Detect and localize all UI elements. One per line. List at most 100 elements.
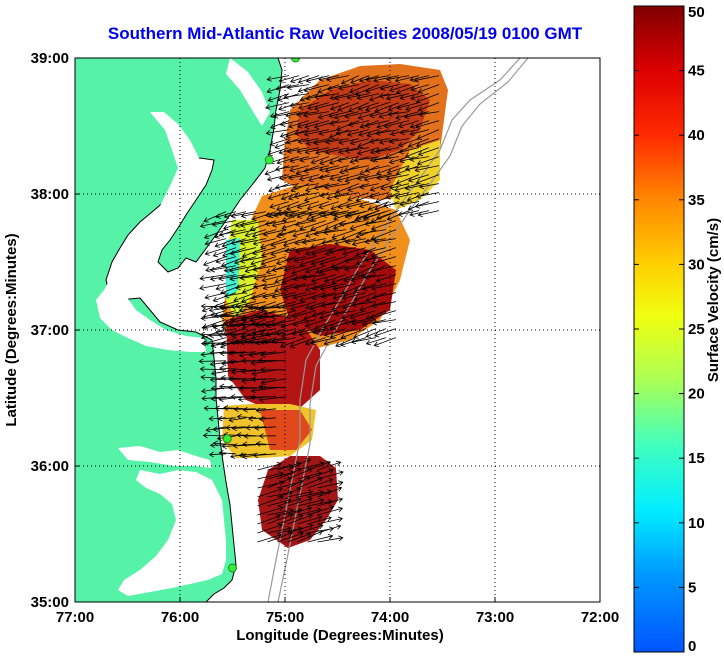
velocity-arrow — [244, 301, 267, 309]
velocity-arrow — [358, 201, 380, 209]
velocity-arrow — [362, 247, 387, 256]
velocity-arrow — [405, 165, 430, 172]
velocity-arrow — [276, 210, 300, 217]
velocity-arrow — [342, 247, 367, 256]
velocity-arrow — [403, 111, 430, 120]
velocity-arrow — [219, 365, 247, 372]
velocity-arrow — [230, 229, 257, 238]
velocity-arrow — [199, 283, 227, 291]
velocity-arrow — [229, 247, 257, 256]
velocity-arrow — [344, 174, 370, 184]
velocity-arrow — [331, 229, 357, 240]
velocity-arrow — [239, 220, 267, 228]
velocity-arrow — [244, 265, 267, 274]
colorbar-tick-label: 30 — [688, 256, 705, 273]
velocity-arrow — [358, 75, 380, 83]
velocity-arrow — [317, 460, 342, 471]
velocity-arrow — [225, 424, 247, 431]
velocity-arrow — [257, 487, 283, 498]
velocity-arrow — [267, 526, 292, 534]
velocity-arrow — [284, 256, 307, 263]
velocity-arrow — [250, 360, 277, 366]
velocity-arrow — [367, 201, 390, 211]
velocity-arrow — [326, 84, 350, 92]
velocity-arrow — [397, 210, 420, 217]
velocity-arrow — [338, 138, 360, 145]
velocity-arrow — [418, 111, 440, 117]
velocity-arrow — [399, 156, 420, 164]
velocity-arrow — [319, 156, 340, 166]
velocity-arrow — [236, 414, 257, 420]
colorbar-tick-label: 25 — [688, 321, 705, 338]
velocity-arrow — [349, 138, 370, 146]
velocity-arrow — [317, 516, 344, 525]
velocity-arrow — [310, 156, 330, 165]
velocity-arrow — [415, 120, 440, 129]
velocity-arrow — [220, 256, 247, 268]
chesapeake-bay — [96, 112, 206, 352]
velocity-arrow — [303, 192, 330, 203]
velocity-arrow — [297, 476, 323, 489]
velocity-arrow — [285, 138, 310, 145]
velocity-arrow — [407, 174, 430, 183]
velocity-arrow — [362, 211, 387, 221]
colorbar-tick-label: 5 — [688, 579, 696, 596]
velocity-arrow — [332, 283, 357, 292]
colorbar — [633, 5, 685, 653]
velocity-arrow — [257, 357, 287, 364]
colorbar-tick-label: 50 — [688, 4, 705, 21]
bathymetry-contour-deep — [277, 58, 529, 602]
velocity-arrow — [204, 238, 227, 246]
velocity-arrow — [405, 102, 430, 112]
velocity-arrow — [398, 120, 420, 129]
velocity-arrow — [238, 385, 267, 392]
velocity-arrow — [310, 274, 337, 284]
velocity-arrow — [290, 183, 310, 193]
velocity-arrow — [366, 129, 390, 138]
velocity-arrow — [252, 283, 277, 290]
velocity-arrow — [310, 220, 337, 232]
velocity-arrow — [298, 102, 320, 110]
velocity-arrow — [277, 496, 302, 507]
velocity-arrow — [351, 301, 377, 308]
velocity-arrow — [264, 211, 287, 218]
velocity-arrow — [299, 256, 327, 267]
velocity-arrow — [407, 138, 430, 148]
velocity-arrow — [251, 333, 277, 340]
velocity-arrow — [304, 120, 330, 130]
velocity-arrow — [218, 229, 247, 237]
velocity-arrow — [293, 129, 320, 136]
velocity-arrow — [244, 229, 267, 238]
velocity-arrow — [242, 441, 267, 448]
velocity-arrow — [231, 425, 257, 432]
radar-station-marker — [264, 155, 274, 165]
velocity-arrow — [291, 328, 317, 336]
velocity-arrow — [307, 489, 333, 498]
velocity-arrow — [415, 93, 440, 104]
x-tick-label: 72:00 — [581, 609, 619, 626]
velocity-field-north-edge — [390, 140, 440, 210]
velocity-arrow — [287, 513, 314, 525]
velocity-arrow — [267, 93, 290, 103]
velocity-arrow — [297, 84, 320, 93]
velocity-arrow — [271, 220, 297, 228]
velocity-arrow — [208, 415, 227, 422]
velocity-arrow — [336, 174, 360, 183]
velocity-arrow — [255, 441, 277, 447]
velocity-arrow — [308, 174, 330, 183]
velocity-arrow — [275, 84, 300, 92]
velocity-arrow — [356, 93, 380, 101]
velocity-arrow — [383, 120, 410, 129]
velocity-arrow — [223, 265, 247, 273]
velocity-arrow — [296, 201, 320, 210]
velocity-arrow — [205, 265, 227, 273]
velocity-arrow — [305, 93, 330, 101]
velocity-arrow — [318, 265, 347, 275]
velocity-arrow — [328, 247, 357, 255]
x-axis-label: Longitude (Degrees:Minutes) — [236, 627, 444, 644]
grid — [75, 58, 600, 602]
velocity-arrow — [380, 183, 400, 191]
velocity-arrow — [409, 120, 430, 129]
velocity-arrow — [399, 129, 420, 136]
